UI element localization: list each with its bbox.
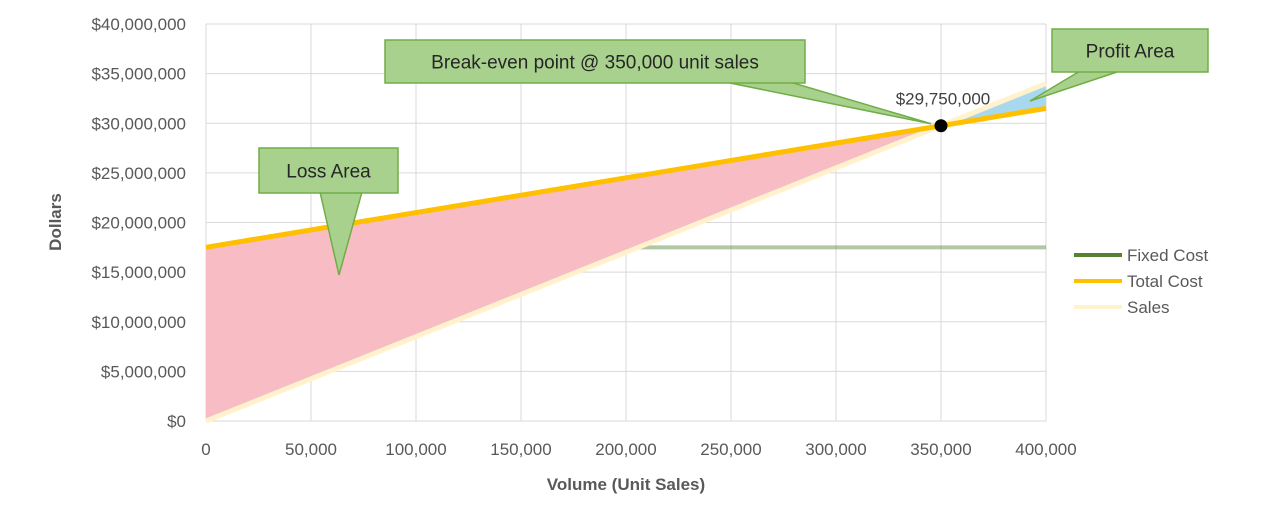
series-lines: $29,750,000 <box>205 81 1047 424</box>
tick-labels: $0 $5,000,000 $10,000,000 $15,000,000 $20,00… <box>91 15 1076 459</box>
break-even-callout-box <box>384 39 806 84</box>
x-tick-label: 150,000 <box>490 440 551 459</box>
legend-label-fixed-cost: Fixed Cost <box>1127 246 1209 265</box>
x-axis-title: Volume (Unit Sales) <box>547 475 705 494</box>
x-tick-label: 50,000 <box>285 440 337 459</box>
y-tick-label: $20,000,000 <box>91 214 186 233</box>
x-tick-label: 0 <box>201 440 210 459</box>
loss-callout-box <box>258 147 399 194</box>
break-even-value-label: $29,750,000 <box>896 90 991 109</box>
y-tick-label: $25,000,000 <box>91 164 186 183</box>
y-tick-label: $5,000,000 <box>101 362 186 381</box>
loss-callout-text: Loss Area <box>286 162 371 183</box>
x-tick-label: 250,000 <box>700 440 761 459</box>
y-tick-label: $35,000,000 <box>91 65 186 84</box>
x-tick-label: 200,000 <box>595 440 656 459</box>
y-tick-label: $15,000,000 <box>91 263 186 282</box>
x-tick-label: 400,000 <box>1015 440 1076 459</box>
loss-callout: Loss Area <box>258 147 399 276</box>
y-tick-label: $40,000,000 <box>91 15 186 34</box>
profit-callout-box <box>1051 28 1209 73</box>
profit-callout: Profit Area <box>1029 28 1209 102</box>
legend: Fixed Cost Total Cost Sales <box>1074 246 1209 317</box>
y-tick-label: $10,000,000 <box>91 313 186 332</box>
y-tick-label: $0 <box>167 412 186 431</box>
break-even-point-marker <box>934 119 948 133</box>
callouts: Break-even point @ 350,000 unit sales Pro… <box>258 28 1209 276</box>
x-tick-label: 300,000 <box>805 440 866 459</box>
break-even-callout-text: Break-even point @ 350,000 unit sales <box>431 53 759 74</box>
legend-label-total-cost: Total Cost <box>1127 272 1203 291</box>
profit-callout-text: Profit Area <box>1086 42 1175 63</box>
y-tick-label: $30,000,000 <box>91 114 186 133</box>
x-tick-label: 100,000 <box>385 440 446 459</box>
x-tick-label: 350,000 <box>910 440 971 459</box>
legend-label-sales: Sales <box>1127 298 1170 317</box>
break-even-callout: Break-even point @ 350,000 unit sales <box>384 39 932 125</box>
y-axis-title: Dollars <box>46 193 65 251</box>
